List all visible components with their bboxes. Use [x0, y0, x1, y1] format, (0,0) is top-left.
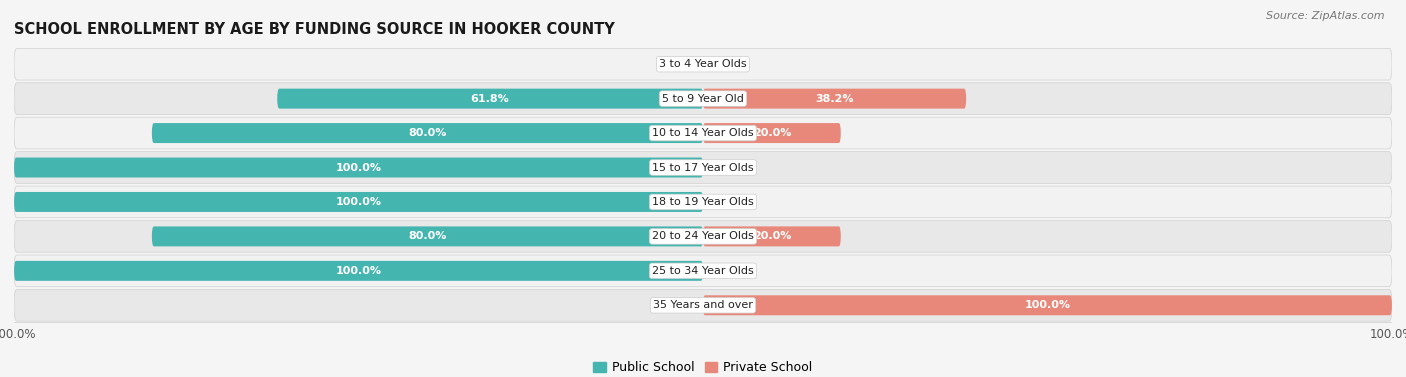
- Text: Source: ZipAtlas.com: Source: ZipAtlas.com: [1267, 11, 1385, 21]
- FancyBboxPatch shape: [14, 152, 1392, 183]
- Text: 0.0%: 0.0%: [717, 162, 745, 173]
- FancyBboxPatch shape: [14, 290, 1392, 321]
- FancyBboxPatch shape: [14, 255, 1392, 287]
- Text: 0.0%: 0.0%: [661, 59, 689, 69]
- FancyBboxPatch shape: [152, 227, 703, 247]
- Legend: Public School, Private School: Public School, Private School: [588, 356, 818, 377]
- Text: 25 to 34 Year Olds: 25 to 34 Year Olds: [652, 266, 754, 276]
- Text: 100.0%: 100.0%: [1025, 300, 1070, 310]
- Text: 15 to 17 Year Olds: 15 to 17 Year Olds: [652, 162, 754, 173]
- Text: 35 Years and over: 35 Years and over: [652, 300, 754, 310]
- Text: SCHOOL ENROLLMENT BY AGE BY FUNDING SOURCE IN HOOKER COUNTY: SCHOOL ENROLLMENT BY AGE BY FUNDING SOUR…: [14, 22, 614, 37]
- FancyBboxPatch shape: [14, 261, 703, 281]
- Text: 20.0%: 20.0%: [752, 128, 792, 138]
- Text: 100.0%: 100.0%: [336, 266, 381, 276]
- FancyBboxPatch shape: [703, 123, 841, 143]
- Text: 61.8%: 61.8%: [471, 93, 509, 104]
- FancyBboxPatch shape: [14, 221, 1392, 252]
- Text: 0.0%: 0.0%: [717, 266, 745, 276]
- Text: 0.0%: 0.0%: [661, 300, 689, 310]
- FancyBboxPatch shape: [14, 192, 703, 212]
- Text: 20.0%: 20.0%: [752, 231, 792, 241]
- Text: 80.0%: 80.0%: [408, 128, 447, 138]
- Text: 38.2%: 38.2%: [815, 93, 853, 104]
- FancyBboxPatch shape: [277, 89, 703, 109]
- FancyBboxPatch shape: [703, 227, 841, 247]
- Text: 80.0%: 80.0%: [408, 231, 447, 241]
- FancyBboxPatch shape: [703, 295, 1392, 315]
- FancyBboxPatch shape: [14, 186, 1392, 218]
- Text: 100.0%: 100.0%: [336, 197, 381, 207]
- Text: 18 to 19 Year Olds: 18 to 19 Year Olds: [652, 197, 754, 207]
- FancyBboxPatch shape: [14, 83, 1392, 115]
- Text: 3 to 4 Year Olds: 3 to 4 Year Olds: [659, 59, 747, 69]
- Text: 5 to 9 Year Old: 5 to 9 Year Old: [662, 93, 744, 104]
- FancyBboxPatch shape: [14, 158, 703, 178]
- FancyBboxPatch shape: [14, 117, 1392, 149]
- FancyBboxPatch shape: [152, 123, 703, 143]
- Text: 10 to 14 Year Olds: 10 to 14 Year Olds: [652, 128, 754, 138]
- Text: 0.0%: 0.0%: [717, 59, 745, 69]
- Text: 0.0%: 0.0%: [717, 197, 745, 207]
- FancyBboxPatch shape: [703, 89, 966, 109]
- FancyBboxPatch shape: [14, 48, 1392, 80]
- Text: 100.0%: 100.0%: [336, 162, 381, 173]
- Text: 20 to 24 Year Olds: 20 to 24 Year Olds: [652, 231, 754, 241]
